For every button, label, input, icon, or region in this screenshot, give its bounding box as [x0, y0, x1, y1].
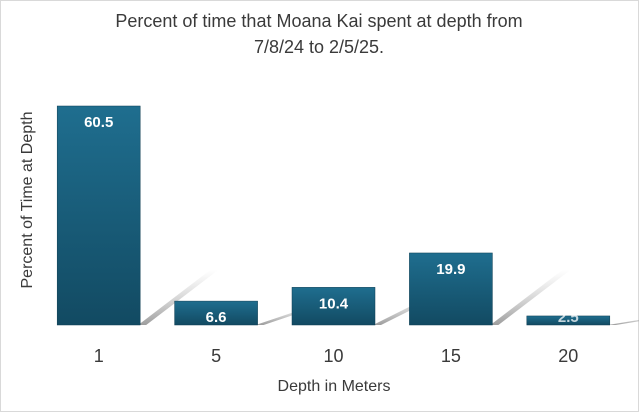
x-tick-5: 5: [211, 346, 221, 366]
bar-depth-20: [526, 315, 611, 326]
chart-title-line-2: 7/8/24 to 2/5/25.: [254, 37, 384, 57]
data-label-depth-5: 6.6: [206, 309, 227, 326]
x-tick-15: 15: [441, 346, 461, 366]
data-label-depth-1: 60.5: [84, 114, 113, 131]
bar-depth-10: [291, 287, 376, 326]
bar-shadow: [490, 270, 571, 325]
data-label-depth-20: 2.5: [558, 309, 579, 326]
bars: [56, 105, 611, 326]
y-axis-title: Percent of Time at Depth: [19, 112, 36, 289]
bar-shadow: [607, 319, 639, 325]
x-axis-title: Depth in Meters: [278, 378, 391, 395]
bar-depth-1: [56, 105, 141, 326]
x-tick-labels: 1 5 10 15 20: [94, 346, 579, 366]
bar-depth-15: [409, 252, 493, 326]
bar-depth-5: [174, 300, 258, 326]
x-tick-10: 10: [323, 346, 343, 366]
data-label-depth-15: 19.9: [436, 261, 465, 278]
x-tick-1: 1: [94, 346, 104, 366]
bar-shadow: [138, 270, 219, 325]
data-label-depth-10: 10.4: [319, 295, 349, 312]
chart-title-line-1: Percent of time that Moana Kai spent at …: [115, 11, 522, 31]
data-labels: 60.5 6.6 10.4 19.9 2.5: [84, 114, 579, 326]
x-tick-20: 20: [558, 346, 578, 366]
